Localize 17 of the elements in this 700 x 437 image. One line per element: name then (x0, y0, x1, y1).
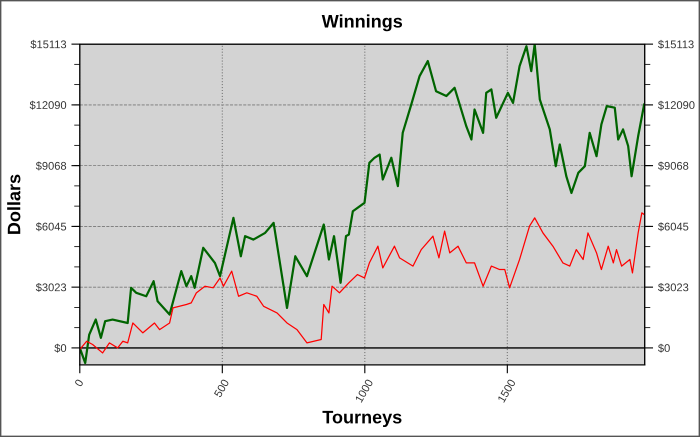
y2-tick-label: $3023 (658, 282, 688, 292)
y2-tick-label: $15113 (658, 40, 694, 49)
y-tick-label: $9068 (36, 161, 66, 170)
y-tick-label: $6045 (36, 222, 66, 232)
y-axis-title: Dollars (7, 174, 20, 234)
y2-tick-label: $6045 (658, 222, 688, 232)
x-axis-title: Tourneys (322, 410, 402, 428)
x-tick-label: 500 (214, 378, 230, 398)
y-tick-label: $12090 (30, 100, 66, 110)
chart-title: Winnings (322, 14, 402, 32)
y-tick-label: $15113 (30, 40, 66, 49)
y2-tick-label: $0 (658, 344, 670, 353)
y-tick-label: $3023 (36, 282, 66, 292)
y2-tick-label: $12090 (658, 100, 695, 110)
x-tick-label: 0 (74, 378, 84, 388)
y2-tick-label: $9068 (658, 161, 688, 170)
y-tick-label: $0 (54, 344, 66, 353)
